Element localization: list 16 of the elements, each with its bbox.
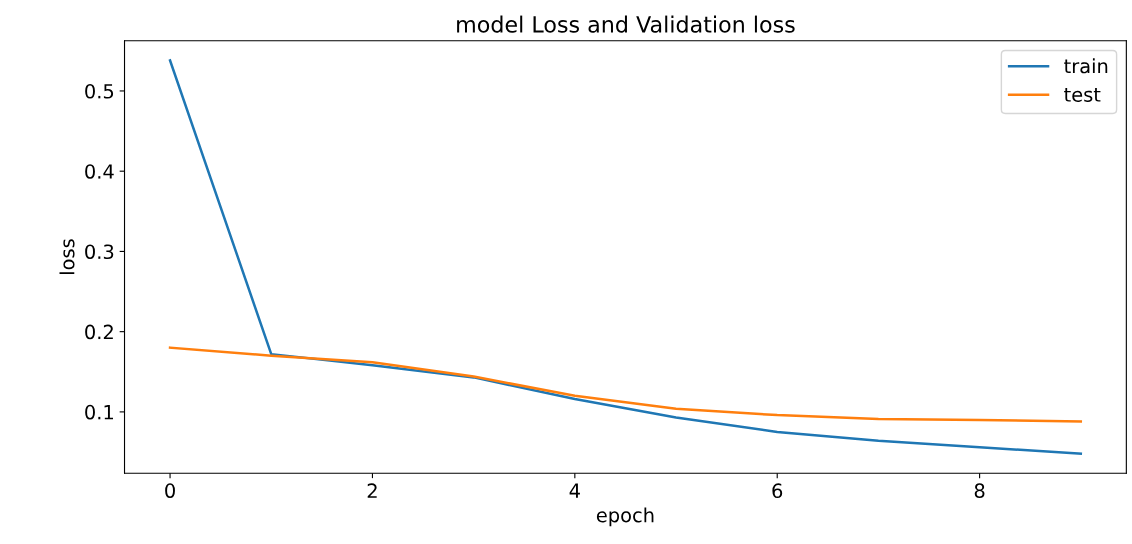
y-tick-label: 0.4 <box>85 164 114 179</box>
y-tick-label: 0.5 <box>85 83 114 99</box>
x-tick-label: 0 <box>165 483 175 499</box>
y-tick-label: 0.2 <box>85 324 113 340</box>
x-tick-label: 4 <box>569 483 580 498</box>
x-axis-title: epoch <box>596 507 654 527</box>
chart-title: model Loss and Validation loss <box>457 15 795 33</box>
y-tick-label: 0.3 <box>85 244 114 260</box>
legend-label: test <box>1064 87 1101 102</box>
y-tick-label: 0.1 <box>85 404 113 420</box>
x-tick-label: 6 <box>772 483 783 499</box>
x-tick-label: 8 <box>974 483 985 499</box>
line-series <box>168 346 1083 423</box>
x-tick-label: 2 <box>367 483 377 498</box>
y-axis-title: loss <box>59 239 75 274</box>
legend-label: train <box>1064 58 1108 74</box>
